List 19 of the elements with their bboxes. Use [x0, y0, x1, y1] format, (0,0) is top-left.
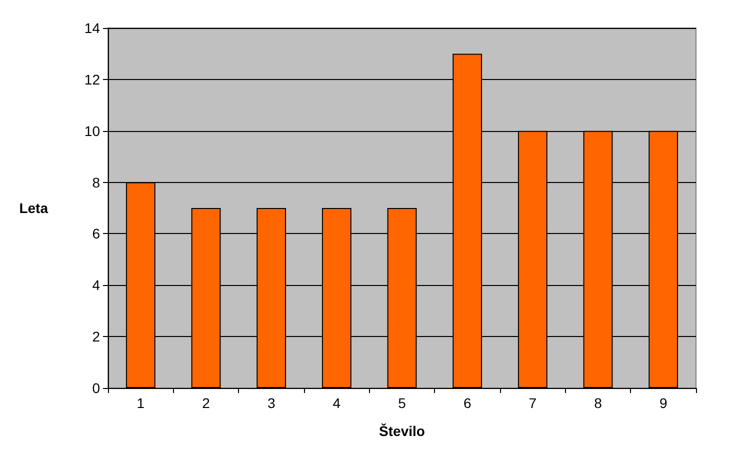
x-tick-label: 4	[332, 395, 341, 411]
x-tick-label: 7	[528, 395, 537, 411]
y-tick-label: 12	[84, 71, 100, 88]
y-axis-title: Leta	[19, 200, 48, 216]
x-tick-label: 6	[463, 395, 472, 411]
y-tick-label: 14	[84, 20, 100, 36]
y-tick-label: 6	[92, 226, 100, 242]
x-tick-label: 2	[202, 395, 210, 411]
y-tick-label: 0	[92, 380, 100, 396]
y-tick-label: 8	[92, 174, 100, 190]
x-tick-label: 3	[267, 395, 276, 411]
x-tick-label: 5	[398, 395, 406, 411]
x-tick-label: 8	[594, 395, 602, 411]
y-tick-label: 2	[92, 328, 100, 345]
x-tick-label: 1	[136, 395, 145, 411]
y-tick-label: 4	[92, 277, 100, 294]
x-tick-label: 9	[659, 395, 668, 411]
x-axis-title: Število	[379, 423, 425, 439]
y-tick-label: 10	[84, 122, 100, 139]
